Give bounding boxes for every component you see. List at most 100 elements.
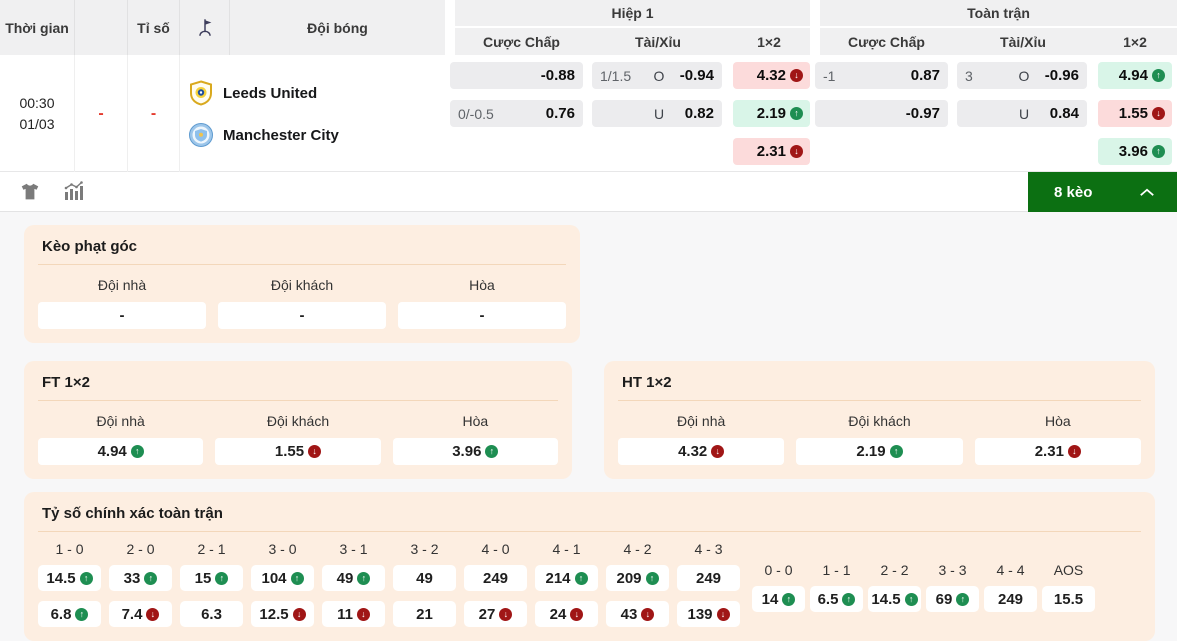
score-label: 4 - 1 — [552, 541, 581, 557]
trend-arrow-icon — [904, 592, 918, 606]
ft-1x2-away[interactable]: 1.55 — [1098, 100, 1172, 127]
ht-home-odds[interactable]: 4.32 — [618, 438, 785, 465]
column-header-home: Đội nhà — [97, 277, 147, 293]
odds-value: 21 — [416, 605, 433, 623]
teams-cell: Leeds United Manchester City — [188, 80, 339, 148]
score-home-odds[interactable]: 249 — [677, 565, 740, 591]
draw-odds[interactable]: 69 — [926, 586, 979, 612]
header-h1-1x2: 1×2 — [757, 33, 781, 50]
score-label: 1 - 0 — [55, 541, 84, 557]
h1-handicap-odds-row2[interactable]: 0/-0.5 0.76 — [450, 100, 583, 127]
ou-odds: -0.94 — [679, 67, 714, 84]
score-away: - — [150, 104, 157, 122]
score-home-odds[interactable]: 33 — [109, 565, 172, 591]
score-column: 4 - 0 249 27 — [464, 539, 527, 627]
odds-value: 209 — [616, 569, 642, 587]
score-home-odds[interactable]: 14.5 — [38, 565, 101, 591]
score-away-odds[interactable]: 6.8 — [38, 601, 101, 627]
odds-value: 2.19 — [856, 443, 886, 460]
jersey-icon[interactable] — [18, 180, 42, 204]
ft-handicap-odds-row2[interactable]: -0.97 — [815, 100, 948, 127]
odds-value: 3.96 — [1118, 143, 1148, 160]
correct-score-grid: 1 - 0 14.5 6.8 2 - 0 33 7.4 2 - 1 15 6.3 — [38, 539, 740, 627]
h1-1x2-column: 4.32 2.19 2.31 — [733, 62, 810, 165]
h1-handicap-odds-row1[interactable]: -0.88 — [450, 62, 583, 89]
h1-under-odds[interactable]: U 0.82 — [592, 100, 722, 127]
ht-away-odds[interactable]: 2.19 — [796, 438, 963, 465]
panel-row-1x2: FT 1×2 Đội nhà 4.94 Đội khách 1.55 — [24, 361, 1177, 479]
ft-handicap-odds-row1[interactable]: -1 0.87 — [815, 62, 948, 89]
score-home-odds[interactable]: 104 — [251, 565, 314, 591]
header-half1-label: Hiệp 1 — [455, 0, 810, 26]
trend-arrow-icon — [1067, 445, 1081, 458]
header-score: Tỉ số — [128, 0, 180, 55]
ft-under-odds[interactable]: U 0.84 — [957, 100, 1087, 127]
odds-value: - — [299, 307, 305, 324]
score-home-odds[interactable]: 49 — [393, 565, 456, 591]
aos-column: AOS 15.5 — [1042, 560, 1095, 612]
odds-count-label: 8 kèo — [1054, 183, 1093, 201]
score-home-odds[interactable]: 214 — [535, 565, 598, 591]
score-away-odds[interactable]: 139 — [677, 601, 740, 627]
score-away-odds[interactable]: 6.3 — [180, 601, 243, 627]
score-away-odds[interactable]: 7.4 — [109, 601, 172, 627]
score-label: 3 - 0 — [268, 541, 297, 557]
aos-odds[interactable]: 15.5 — [1042, 586, 1095, 612]
score-label: 1 - 1 — [822, 562, 851, 578]
trend-arrow-icon — [716, 607, 730, 621]
odds-value: 104 — [261, 569, 287, 587]
ft-1x2-draw[interactable]: 3.96 — [1098, 138, 1172, 165]
score-away-odds[interactable]: 24 — [535, 601, 598, 627]
score-label: 4 - 0 — [481, 541, 510, 557]
trend-arrow-icon — [308, 445, 322, 458]
ou-line: 1/1.5 — [600, 67, 632, 84]
odds-count-button[interactable]: 8 kèo — [1028, 172, 1177, 212]
h1-handicap-column: -0.88 0/-0.5 0.76 — [450, 62, 583, 127]
odds-value: 1.55 — [274, 443, 305, 460]
stats-chart-icon[interactable] — [62, 180, 86, 204]
odds-value: 4.94 — [1118, 67, 1148, 84]
h1-1x2-away[interactable]: 2.19 — [733, 100, 810, 127]
match-time: 00:30 01/03 — [0, 55, 75, 172]
odds-value: 214 — [545, 569, 571, 587]
draw-column: 3 - 3 69 — [926, 560, 979, 612]
draw-odds[interactable]: 249 — [984, 586, 1037, 612]
trend-arrow-icon — [357, 571, 371, 585]
draw-odds[interactable]: 6.5 — [810, 586, 863, 612]
panel-ft-title: FT 1×2 — [38, 372, 558, 401]
trend-arrow-icon — [79, 571, 93, 585]
ft-draw-odds[interactable]: 3.96 — [392, 438, 558, 465]
score-away-odds[interactable]: 27 — [464, 601, 527, 627]
score-home-odds[interactable]: 249 — [464, 565, 527, 591]
ft-home-odds[interactable]: 4.94 — [38, 438, 204, 465]
header-h1-handicap: Cược Chấp — [483, 33, 560, 50]
odds-value: 14.5 — [871, 590, 901, 608]
score-away-odds[interactable]: 43 — [606, 601, 669, 627]
draw-odds[interactable]: 14.5 — [868, 586, 921, 612]
odds-value: 6.5 — [817, 590, 839, 608]
header-group-half1: Hiệp 1 Cược Chấp Tài/Xỉu 1×2 — [455, 0, 810, 55]
table-header-left: Thời gian Tỉ số Đội bóng — [0, 0, 445, 55]
column-header-home: Đội nhà — [677, 413, 726, 429]
h1-over-odds[interactable]: 1/1.5 O -0.94 — [592, 62, 722, 89]
h1-1x2-home[interactable]: 4.32 — [733, 62, 810, 89]
home-team-row[interactable]: Leeds United — [188, 80, 339, 106]
score-home-odds[interactable]: 49 — [322, 565, 385, 591]
ht-draw-odds[interactable]: 2.31 — [974, 438, 1141, 465]
score-away-odds[interactable]: 11 — [322, 601, 385, 627]
draw-odds[interactable]: 14 — [752, 586, 805, 612]
score-away-odds[interactable]: 12.5 — [251, 601, 314, 627]
score-away-odds[interactable]: 21 — [393, 601, 456, 627]
trend-arrow-icon — [499, 607, 513, 621]
odds-value: 24 — [549, 605, 567, 623]
score-home-odds[interactable]: 209 — [606, 565, 669, 591]
score-home-odds[interactable]: 15 — [180, 565, 243, 591]
ft-away-odds[interactable]: 1.55 — [215, 438, 381, 465]
away-team-row[interactable]: Manchester City — [188, 122, 339, 148]
trend-arrow-icon — [790, 145, 803, 158]
h1-1x2-draw[interactable]: 2.31 — [733, 138, 810, 165]
ft-1x2-home[interactable]: 4.94 — [1098, 62, 1172, 89]
corner-draw-column: Hòa - — [398, 273, 566, 329]
ft-over-odds[interactable]: 3 O -0.96 — [957, 62, 1087, 89]
header-ft-1x2: 1×2 — [1123, 33, 1147, 50]
